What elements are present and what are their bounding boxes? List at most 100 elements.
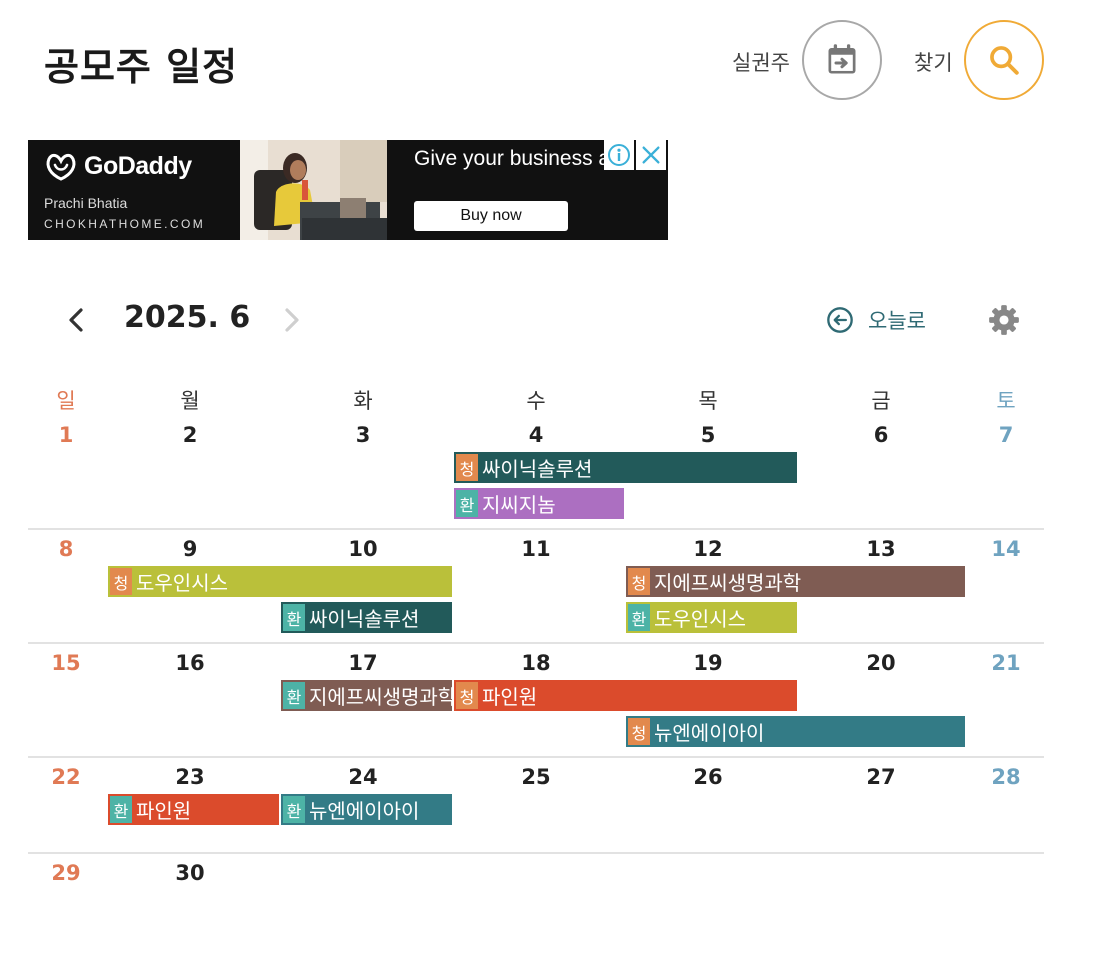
event-name: 지씨지놈: [482, 493, 556, 517]
ad-buy-now-button[interactable]: Buy now: [414, 201, 568, 231]
day-cell-22[interactable]: 22: [51, 765, 81, 789]
day-cell-26[interactable]: 26: [693, 765, 723, 789]
event-bar-hwan[interactable]: 환 뉴엔에이아이: [281, 794, 452, 825]
weekday-mon: 월: [180, 389, 200, 413]
event-bar-cheong[interactable]: 청 싸이닉솔루션: [454, 452, 797, 483]
weekday-wed: 수: [526, 389, 546, 413]
godaddy-logo-icon: [46, 153, 76, 181]
subscription-badge: 청: [456, 682, 478, 709]
rights-offering-label: 실권주: [732, 51, 790, 75]
event-name: 지에프씨생명과학: [309, 685, 452, 709]
event-bar-hwan[interactable]: 환 파인원: [108, 794, 279, 825]
ad-site: CHOKHATHOME.COM: [44, 217, 206, 231]
event-name: 도우인시스: [654, 607, 746, 631]
day-cell-7[interactable]: 7: [998, 423, 1014, 447]
next-month-button[interactable]: [276, 302, 308, 338]
search-label: 찾기: [914, 51, 953, 75]
event-name: 뉴엔에이아이: [654, 721, 765, 745]
subscription-badge: 청: [110, 568, 132, 595]
event-bar-hwan[interactable]: 환 싸이닉솔루션: [281, 602, 452, 633]
refund-badge: 환: [283, 604, 305, 631]
day-cell-29[interactable]: 29: [51, 861, 81, 885]
prev-month-button[interactable]: [60, 302, 92, 338]
weekday-fri: 금: [871, 389, 891, 413]
ad-close-button[interactable]: [636, 140, 666, 170]
refund-badge: 환: [628, 604, 650, 631]
day-cell-1[interactable]: 1: [58, 423, 74, 447]
day-cell-12[interactable]: 12: [693, 537, 723, 561]
go-to-today-label: 오늘로: [868, 309, 926, 333]
rights-offering-button[interactable]: [802, 20, 882, 100]
event-name: 지에프씨생명과학: [654, 571, 802, 595]
go-to-today-button[interactable]: 오늘로: [826, 302, 926, 338]
ad-brand: GoDaddy: [84, 151, 192, 180]
event-name: 파인원: [482, 685, 538, 709]
day-cell-3[interactable]: 3: [355, 423, 371, 447]
event-name: 싸이닉솔루션: [482, 457, 593, 481]
event-bar-cheong[interactable]: 청 지에프씨생명과학: [626, 566, 965, 597]
day-cell-25[interactable]: 25: [521, 765, 551, 789]
ad-headline: Give your business address online: [414, 147, 609, 170]
page-title: 공모주 일정: [44, 45, 239, 89]
info-icon: [608, 144, 630, 166]
weekday-sun: 일: [56, 389, 76, 413]
refund-badge: 환: [283, 796, 305, 823]
chevron-right-icon: [285, 308, 299, 332]
event-bar-cheong[interactable]: 청 파인원: [454, 680, 797, 711]
day-cell-30[interactable]: 30: [175, 861, 205, 885]
week-divider: [28, 756, 1044, 758]
day-cell-16[interactable]: 16: [175, 651, 205, 675]
month-label: 2025. 6: [124, 300, 251, 335]
day-cell-2[interactable]: 2: [182, 423, 198, 447]
day-cell-14[interactable]: 14: [991, 537, 1021, 561]
day-cell-10[interactable]: 10: [348, 537, 378, 561]
day-cell-11[interactable]: 11: [521, 537, 551, 561]
day-cell-4[interactable]: 4: [528, 423, 544, 447]
day-cell-21[interactable]: 21: [991, 651, 1021, 675]
day-cell-15[interactable]: 15: [51, 651, 81, 675]
day-cell-28[interactable]: 28: [991, 765, 1021, 789]
day-cell-27[interactable]: 27: [866, 765, 896, 789]
week-divider: [28, 852, 1044, 854]
event-name: 싸이닉솔루션: [309, 607, 420, 631]
gear-icon: [989, 305, 1019, 335]
event-name: 뉴엔에이아이: [309, 799, 420, 823]
subscription-badge: 청: [628, 568, 650, 595]
event-bar-cheong[interactable]: 청 뉴엔에이아이: [626, 716, 965, 747]
day-cell-5[interactable]: 5: [700, 423, 716, 447]
day-cell-9[interactable]: 9: [182, 537, 198, 561]
search-icon: [990, 46, 1019, 75]
day-cell-17[interactable]: 17: [348, 651, 378, 675]
search-button[interactable]: [964, 20, 1044, 100]
event-bar-hwan[interactable]: 환 지에프씨생명과학: [281, 680, 452, 711]
ad-banner[interactable]: GoDaddy Prachi Bhatia CHOKHATHOME.COM Gi…: [28, 140, 668, 240]
settings-button[interactable]: [986, 302, 1022, 338]
subscription-badge: 청: [456, 454, 478, 481]
ad-photo: [240, 140, 387, 240]
day-cell-8[interactable]: 8: [58, 537, 74, 561]
day-cell-24[interactable]: 24: [348, 765, 378, 789]
event-bar-hwan[interactable]: 환 도우인시스: [626, 602, 797, 633]
arrow-left-circle-icon: [827, 307, 853, 333]
weekday-sat: 토: [996, 389, 1016, 413]
refund-badge: 환: [456, 490, 478, 517]
ad-info-button[interactable]: [604, 140, 634, 170]
close-icon: [642, 146, 660, 164]
refund-badge: 환: [283, 682, 305, 709]
day-cell-13[interactable]: 13: [866, 537, 896, 561]
event-name: 도우인시스: [136, 571, 228, 595]
day-cell-23[interactable]: 23: [175, 765, 205, 789]
day-cell-19[interactable]: 19: [693, 651, 723, 675]
week-divider: [28, 642, 1044, 644]
refund-badge: 환: [110, 796, 132, 823]
calendar-arrow-icon: [828, 44, 856, 74]
week-divider: [28, 528, 1044, 530]
day-cell-6[interactable]: 6: [873, 423, 889, 447]
event-bar-cheong[interactable]: 청 도우인시스: [108, 566, 452, 597]
event-name: 파인원: [136, 799, 192, 823]
ad-logo: GoDaddy: [44, 150, 192, 182]
day-cell-20[interactable]: 20: [866, 651, 896, 675]
event-bar-hwan[interactable]: 환 지씨지놈: [454, 488, 624, 519]
day-cell-18[interactable]: 18: [521, 651, 551, 675]
ad-person: Prachi Bhatia: [44, 195, 128, 211]
